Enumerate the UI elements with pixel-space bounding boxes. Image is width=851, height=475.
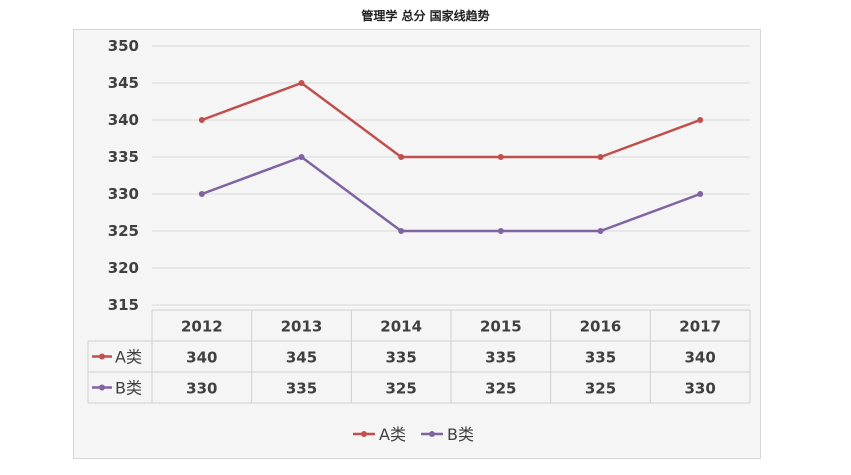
table-value-cell: 335 <box>485 349 516 367</box>
legend-marker <box>361 431 367 437</box>
row-legend-marker <box>99 353 105 360</box>
table-value-cell: 330 <box>186 380 217 398</box>
table-header-cell: 2015 <box>480 318 522 336</box>
table-header-cell: 2012 <box>181 318 223 336</box>
table-value-cell: 325 <box>485 380 516 398</box>
table-value-cell: 330 <box>685 380 716 398</box>
data-point <box>198 117 205 123</box>
table-header-cell: 2017 <box>679 318 721 336</box>
y-tick-label: 330 <box>108 185 139 203</box>
y-tick-label: 325 <box>108 222 139 240</box>
data-point <box>697 191 704 197</box>
table-value-cell: 335 <box>585 349 616 367</box>
table-value-cell: 335 <box>386 349 417 367</box>
series-line-b <box>201 155 701 233</box>
y-tick-label: 350 <box>108 37 139 55</box>
data-point <box>298 80 305 86</box>
y-tick-label: 345 <box>108 74 139 92</box>
data-point <box>497 154 504 160</box>
table-value-cell: 340 <box>685 349 716 367</box>
data-point <box>398 154 405 160</box>
data-point <box>597 228 604 234</box>
data-point <box>497 228 504 234</box>
table-value-cell: 340 <box>186 349 217 367</box>
row-legend-marker <box>99 384 105 391</box>
data-point <box>198 191 205 197</box>
table-header-cell: 2013 <box>281 318 323 336</box>
table-header-cell: 2016 <box>580 318 622 336</box>
legend-marker <box>429 431 435 437</box>
legend-label: B类 <box>447 425 474 444</box>
y-tick-label: 340 <box>108 111 139 129</box>
data-point <box>597 154 604 160</box>
table-value-cell: 345 <box>286 349 317 367</box>
table-row-label: B类 <box>115 379 142 398</box>
data-point <box>697 117 704 123</box>
table-header-cell: 2014 <box>380 318 422 336</box>
data-point <box>398 228 405 234</box>
table-value-cell: 325 <box>386 380 417 398</box>
y-tick-label: 320 <box>108 259 139 277</box>
chart-plot-area <box>73 29 761 459</box>
series-line-a <box>201 81 701 159</box>
table-row-label: A类 <box>115 348 142 367</box>
legend-label: A类 <box>379 425 406 444</box>
y-tick-label: 315 <box>108 296 139 314</box>
data-point <box>298 154 305 160</box>
y-tick-label: 335 <box>108 148 139 166</box>
table-value-cell: 325 <box>585 380 616 398</box>
chart-title: 管理学 总分 国家线趋势 <box>361 9 490 23</box>
table-value-cell: 335 <box>286 380 317 398</box>
